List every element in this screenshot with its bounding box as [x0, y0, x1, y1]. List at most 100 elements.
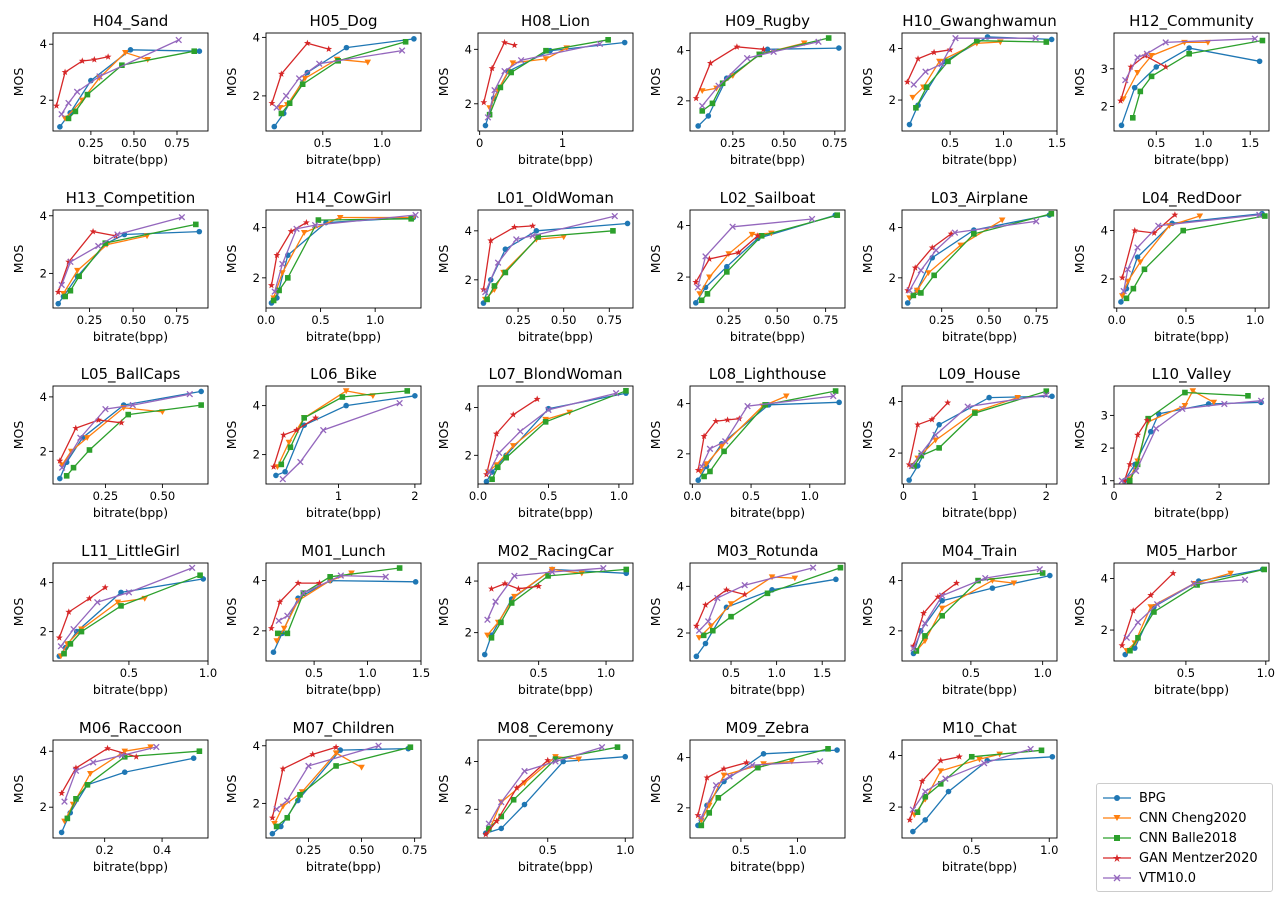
- series-line: [491, 390, 627, 480]
- data-point: [61, 798, 68, 805]
- x-tick-label: 1.0: [767, 666, 785, 680]
- data-point: [1118, 122, 1125, 129]
- series-gan-mentzer2020: [906, 753, 963, 823]
- x-tick-label: 0.75: [813, 313, 839, 327]
- x-tick-label: 1.0: [788, 843, 806, 857]
- series-line: [1121, 214, 1176, 278]
- y-tick-label: 4: [253, 574, 260, 588]
- series-line: [701, 214, 838, 301]
- x-tick-label: 0.5: [941, 136, 959, 150]
- data-point: [70, 464, 77, 471]
- y-tick-label: 4: [889, 41, 896, 55]
- data-point: [358, 764, 365, 771]
- data-point: [1118, 477, 1126, 484]
- data-point: [932, 246, 940, 254]
- data-point: [64, 815, 71, 822]
- y-axis-label: MOS: [11, 68, 26, 97]
- x-tick-label: 0.5: [962, 666, 980, 680]
- data-point: [1131, 645, 1138, 651]
- data-point: [968, 753, 975, 760]
- data-point: [271, 288, 278, 295]
- data-point: [61, 650, 67, 657]
- subplot-title: H04_Sand: [93, 12, 169, 31]
- subplot-m02-racingcar: M02_RacingCar 0.5 1.0 2 4 bitrate(bpp) MOS: [436, 542, 634, 697]
- y-tick-label: 2: [1101, 623, 1108, 637]
- y-axis-label: MOS: [436, 421, 451, 450]
- data-point: [704, 618, 712, 625]
- series-line: [59, 419, 122, 462]
- data-point: [279, 260, 286, 268]
- data-point: [72, 767, 80, 775]
- legend: BPG CNN Cheng2020 CNN Balle2018 GAN Ment…: [1096, 783, 1273, 892]
- data-point: [86, 447, 93, 453]
- data-point: [981, 574, 989, 582]
- data-point: [412, 211, 419, 219]
- data-point: [73, 796, 79, 802]
- data-point: [492, 598, 499, 605]
- subplot-title: L03_Airplane: [931, 189, 1028, 208]
- data-point: [906, 477, 912, 483]
- data-point: [1119, 293, 1126, 300]
- series-bpg: [906, 393, 1055, 483]
- series-vtm10-0: [484, 40, 604, 121]
- series-bpg: [906, 34, 1055, 128]
- data-point: [1182, 389, 1188, 396]
- y-tick-label: 3: [1101, 408, 1108, 422]
- data-point: [903, 78, 911, 85]
- x-tick-label: 1.0: [199, 666, 217, 680]
- data-point: [1245, 393, 1251, 399]
- series-gan-mentzer2020: [53, 53, 112, 109]
- data-point: [694, 284, 702, 291]
- data-point: [295, 75, 303, 82]
- data-point: [698, 102, 706, 110]
- data-point: [316, 579, 323, 587]
- subplot-h13-competition: H13_Competition 0.25 0.50 0.75 2 4 bitrate(bpp…: [11, 189, 209, 344]
- x-tick-label: 0.25: [929, 313, 955, 327]
- series-cnn-balle2018: [700, 564, 844, 639]
- data-point: [698, 88, 706, 94]
- data-point: [605, 37, 611, 43]
- data-point: [269, 830, 276, 837]
- y-tick-label: 4: [889, 394, 896, 408]
- data-point: [939, 597, 945, 604]
- series-cnn-balle2018: [913, 37, 1050, 111]
- y-tick-label: 4: [677, 751, 684, 765]
- x-tick-label: 0.5: [742, 489, 760, 503]
- data-point: [743, 54, 751, 62]
- data-point: [375, 742, 382, 750]
- data-point: [311, 221, 319, 229]
- data-point: [727, 601, 735, 608]
- data-point: [1151, 609, 1157, 615]
- data-point: [1048, 36, 1055, 43]
- y-tick-label: 2: [677, 626, 684, 640]
- series-line: [485, 398, 538, 475]
- x-tick-label: 0.0: [683, 489, 701, 503]
- data-point: [58, 110, 65, 118]
- plot-frame: [477, 209, 634, 309]
- data-point: [543, 47, 549, 54]
- data-point: [706, 274, 713, 281]
- data-point: [277, 70, 285, 77]
- series-line: [695, 589, 745, 627]
- subplot-l07-blondwoman: L07_BlondWoman 0.0 0.5 1.0 2 4 bitrate(bpp) MOS: [436, 365, 634, 520]
- data-point: [1129, 115, 1136, 121]
- data-point: [498, 825, 505, 832]
- data-point: [529, 222, 537, 229]
- data-point: [65, 258, 73, 265]
- data-point: [193, 221, 199, 228]
- x-tick-label: 1.0: [610, 489, 628, 503]
- data-point: [596, 40, 604, 48]
- data-point: [922, 793, 929, 800]
- series-gan-mentzer2020: [904, 230, 955, 294]
- series-bpg: [56, 576, 207, 659]
- data-point: [922, 633, 928, 639]
- data-point: [1134, 461, 1141, 468]
- series-line: [486, 230, 613, 300]
- data-point: [178, 213, 186, 221]
- data-point: [279, 475, 287, 483]
- data-point: [1147, 604, 1155, 611]
- data-point: [931, 272, 937, 279]
- data-point: [1127, 63, 1135, 70]
- series-vtm10-0: [279, 399, 403, 483]
- data-point: [928, 244, 936, 251]
